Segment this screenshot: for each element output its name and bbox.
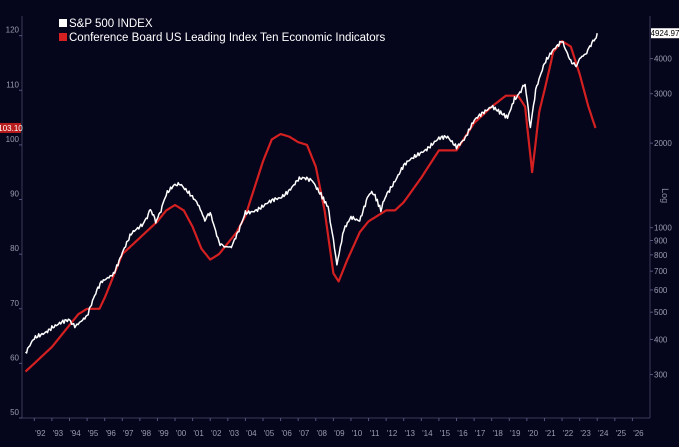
right-tick-label: 900	[654, 237, 668, 246]
x-tick-label: '06	[281, 429, 292, 438]
badge-spx	[651, 28, 679, 39]
x-tick-label: '18	[492, 429, 503, 438]
right-tick-label: 4000	[654, 55, 672, 64]
x-tick-label: '17	[475, 429, 486, 438]
x-tick-label: '13	[405, 429, 416, 438]
right-tick-label: 300	[654, 371, 668, 380]
right-tick-label: 800	[654, 251, 668, 260]
right-tick-label: 3000	[654, 90, 672, 99]
x-tick-label: '26	[633, 429, 644, 438]
x-tick-label: '16	[457, 429, 468, 438]
x-tick-label: '96	[105, 429, 116, 438]
x-tick-label: '25	[616, 429, 627, 438]
left-tick-label: 90	[10, 190, 19, 199]
x-tick-label: '15	[440, 429, 451, 438]
left-tick-label: 70	[10, 299, 19, 308]
x-tick-label: '97	[123, 429, 134, 438]
x-tick-label: '94	[70, 429, 81, 438]
x-tick-label: '20	[528, 429, 539, 438]
log-scale-label: Log	[660, 188, 670, 203]
left-tick-label: 60	[10, 353, 19, 362]
x-tick-label: '95	[88, 429, 99, 438]
badge-spx-label: 4924.97	[651, 29, 679, 38]
left-tick-label: 100	[6, 135, 20, 144]
badge-leading-index	[0, 122, 21, 133]
x-tick-label: '03	[229, 429, 240, 438]
legend-swatch-spx	[59, 19, 67, 27]
x-tick-label: '23	[580, 429, 591, 438]
x-tick-label: '98	[141, 429, 152, 438]
right-tick-label: 1000	[654, 224, 672, 233]
right-tick-label: 500	[654, 308, 668, 317]
x-tick-label: '14	[422, 429, 433, 438]
legend: S&P 500 INDEX Conference Board US Leading…	[59, 18, 385, 44]
x-tick-label: '21	[545, 429, 556, 438]
x-tick-label: '92	[35, 429, 46, 438]
x-tick-label: '99	[158, 429, 169, 438]
x-tick-label: '09	[334, 429, 345, 438]
left-tick-label: 110	[6, 80, 19, 89]
series-layer	[24, 33, 598, 373]
left-tick-label: 50	[10, 408, 19, 417]
x-tick-label: '10	[352, 429, 363, 438]
right-tick-label: 400	[654, 335, 668, 344]
x-tick-label: '08	[317, 429, 328, 438]
x-tick-label: '19	[510, 429, 521, 438]
x-tick-label: '12	[387, 429, 398, 438]
x-tick-label: '05	[264, 429, 275, 438]
right-axis-ticks: 300 400 500 600 700 800 900 1000 2000 3000 4000	[650, 55, 672, 380]
x-axis-ticks: '92 '93 '94 '95 '96 '97 '98 '99 '00 '01 '02 '03 '04 '…	[33, 418, 644, 438]
x-tick-label: '93	[53, 429, 64, 438]
legend-label-spx: S&P 500 INDEX	[69, 18, 153, 30]
x-tick-label: '24	[598, 429, 609, 438]
x-tick-label: '02	[211, 429, 222, 438]
left-tick-label: 80	[10, 244, 19, 253]
right-tick-label: 600	[654, 286, 668, 295]
x-tick-label: '07	[299, 429, 310, 438]
series-line-spx	[24, 33, 598, 354]
axes	[21, 16, 651, 419]
legend-label-leading-index: Conference Board US Leading Index Ten Ec…	[69, 32, 385, 44]
right-tick-label: 2000	[654, 139, 672, 148]
x-tick-label: '01	[193, 429, 204, 438]
x-tick-label: '00	[176, 429, 187, 438]
x-tick-label: '22	[563, 429, 574, 438]
right-tick-label: 700	[654, 267, 668, 276]
left-tick-label: 120	[6, 26, 20, 35]
x-tick-label: '04	[246, 429, 257, 438]
legend-swatch-leading-index	[59, 33, 67, 41]
x-tick-label: '11	[370, 429, 380, 438]
left-axis-ticks: 50 60 70 80 90 100 110 120	[6, 26, 22, 419]
last-value-badges: 103.10 4924.97	[0, 28, 679, 133]
badge-leading-index-label: 103.10	[0, 124, 23, 133]
